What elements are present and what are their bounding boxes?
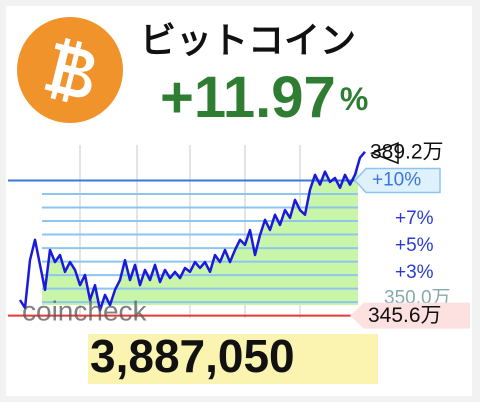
watermark: coincheck [22,295,148,326]
price-line [18,150,366,312]
base-label: 345.6万 [368,304,442,327]
percent-label: +7% [395,208,434,229]
ten-percent-label: +10% [372,170,421,191]
change-unit: % [340,81,368,117]
price: 3,887,050 [90,330,295,382]
percent-label: +5% [395,235,434,256]
coin-name: ビットコイン [140,20,356,61]
change: +11.97% [160,65,368,130]
high-arrow [369,142,399,165]
bitcoin-symbol [44,37,95,103]
base-tag [350,302,470,329]
area-fill [42,164,358,305]
price-highlight [88,334,378,384]
high-label: 389.2万 [370,141,444,164]
ten-percent-tag [353,167,441,194]
plot [8,150,441,317]
change-value: +11.97 [160,65,336,130]
percent-label: +3% [395,262,434,283]
